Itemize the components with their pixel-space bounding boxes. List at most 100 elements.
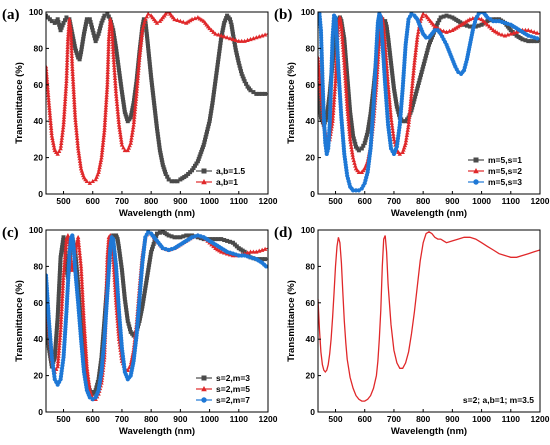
data-point xyxy=(344,91,349,96)
data-point xyxy=(207,119,212,124)
data-point xyxy=(62,257,67,262)
data-point xyxy=(236,60,241,65)
data-point xyxy=(131,119,137,125)
data-point xyxy=(63,249,68,254)
data-point xyxy=(118,254,123,259)
data-point xyxy=(345,106,350,111)
data-point xyxy=(62,109,67,114)
data-point xyxy=(58,325,63,330)
data-point xyxy=(220,28,225,33)
data-point xyxy=(349,123,354,128)
data-point xyxy=(111,233,116,238)
data-point xyxy=(127,324,132,329)
data-point xyxy=(48,123,54,128)
data-point xyxy=(75,140,80,146)
data-point xyxy=(347,102,352,107)
legend-label: s=2,m=3 xyxy=(216,373,250,383)
data-point xyxy=(106,36,112,42)
legend-marker xyxy=(201,168,207,174)
data-point xyxy=(81,310,86,315)
data-point xyxy=(143,286,148,291)
y-tick-label: 100 xyxy=(301,7,315,17)
data-point xyxy=(344,99,350,104)
data-point xyxy=(81,31,86,36)
data-point xyxy=(84,19,89,24)
data-point xyxy=(217,46,222,51)
data-point xyxy=(64,65,70,70)
data-point xyxy=(368,109,373,114)
data-point xyxy=(147,260,152,265)
data-point xyxy=(157,230,162,235)
data-point xyxy=(228,20,233,25)
data-point xyxy=(331,102,336,107)
data-point xyxy=(60,132,65,138)
data-point xyxy=(139,37,144,42)
data-point xyxy=(341,29,346,34)
data-point xyxy=(481,18,486,23)
data-point xyxy=(178,235,183,240)
data-point xyxy=(122,294,127,299)
data-point xyxy=(54,334,59,339)
data-point xyxy=(131,125,136,130)
data-point xyxy=(499,32,505,37)
data-point xyxy=(464,23,469,28)
data-point xyxy=(155,129,160,134)
data-point xyxy=(338,17,343,22)
data-point xyxy=(131,103,136,108)
data-point xyxy=(348,112,353,117)
data-point xyxy=(70,66,75,71)
data-point xyxy=(350,152,355,157)
data-point xyxy=(143,16,148,22)
data-point xyxy=(144,14,149,19)
data-point xyxy=(59,247,64,252)
data-point xyxy=(119,265,124,270)
data-point xyxy=(64,60,70,65)
data-point xyxy=(118,81,123,86)
data-point xyxy=(132,95,137,100)
data-point xyxy=(210,103,215,108)
data-point xyxy=(239,38,244,43)
data-point xyxy=(71,39,76,44)
data-point xyxy=(318,113,323,118)
plot-frame xyxy=(317,229,541,413)
data-point xyxy=(68,27,74,32)
x-tick-label: 1000 xyxy=(472,414,491,424)
y-tick-label: 60 xyxy=(34,298,44,308)
data-point xyxy=(345,76,350,81)
data-point xyxy=(181,234,186,239)
data-point xyxy=(103,115,108,120)
data-point xyxy=(386,35,391,40)
data-point xyxy=(125,367,130,372)
data-point xyxy=(118,132,123,137)
data-point xyxy=(46,87,51,92)
data-point xyxy=(343,81,348,86)
data-point xyxy=(485,22,490,27)
data-point xyxy=(55,318,60,323)
data-point xyxy=(390,76,395,81)
data-point xyxy=(121,102,126,107)
data-point xyxy=(467,24,472,29)
legend-label: m=5,s=3 xyxy=(488,177,522,187)
data-point xyxy=(59,312,64,317)
data-point xyxy=(114,46,119,51)
data-point xyxy=(207,116,212,121)
data-point xyxy=(394,99,399,104)
data-point xyxy=(392,91,397,96)
data-point xyxy=(420,67,425,72)
legend: s=2,m=3s=2,m=5s=2,m=7 xyxy=(196,373,250,405)
data-point xyxy=(141,22,147,27)
data-point xyxy=(410,76,416,81)
data-point xyxy=(78,163,83,168)
x-axis-label: Wavelength (nm) xyxy=(119,426,195,437)
data-point xyxy=(83,24,88,29)
data-point xyxy=(535,39,540,44)
series-3 xyxy=(46,230,268,402)
data-point xyxy=(401,147,406,152)
data-point xyxy=(56,356,61,361)
data-point xyxy=(348,142,354,147)
data-point xyxy=(62,254,68,260)
data-point xyxy=(163,171,168,176)
data-point xyxy=(57,270,62,275)
data-point xyxy=(211,95,216,100)
data-point xyxy=(367,117,372,122)
